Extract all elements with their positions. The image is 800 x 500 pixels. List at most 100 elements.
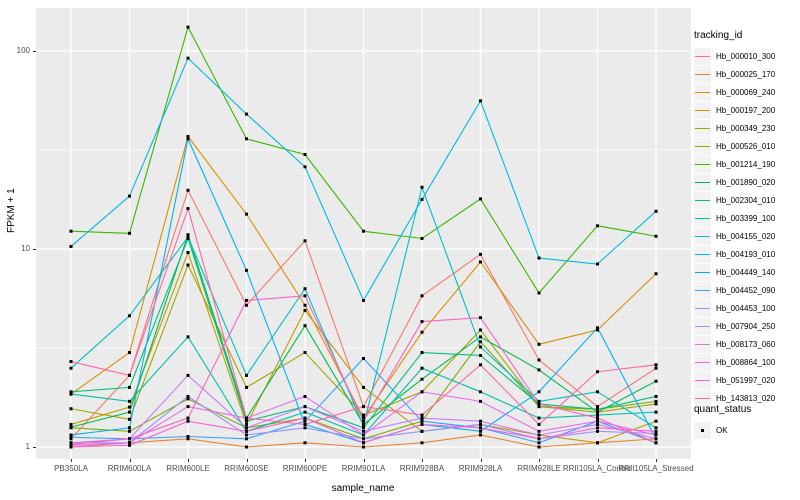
legend-item-Hb_003399_100: Hb_003399_100 <box>694 209 775 227</box>
data-point-marker <box>654 419 658 423</box>
data-point-marker <box>186 236 190 240</box>
legend-line-icon <box>695 398 710 400</box>
data-point-marker <box>537 445 541 449</box>
data-point-marker <box>596 328 599 332</box>
data-point-marker <box>362 229 365 233</box>
data-point-marker <box>69 442 73 446</box>
data-point-marker <box>303 426 307 430</box>
x-tick-label-RRIM928LE: RRIM928LE <box>517 464 561 473</box>
data-point-marker <box>537 291 541 295</box>
data-point-marker <box>537 429 541 433</box>
ok-point-marker-icon <box>701 428 704 432</box>
data-point-marker <box>654 402 658 406</box>
legend-item-Hb_008173_060: Hb_008173_060 <box>694 336 775 354</box>
legend-key-swatch <box>694 228 711 245</box>
x-tick-label-RRIM600LA: RRIM600LA <box>107 464 152 473</box>
data-point-marker <box>303 153 307 157</box>
data-point-marker <box>128 417 131 421</box>
data-point-marker <box>479 390 482 394</box>
data-point-marker <box>69 392 73 396</box>
data-point-marker <box>362 416 365 420</box>
legend-label: Hb_000069_240 <box>716 87 776 97</box>
quant-status-legend: quant_status OK <box>694 404 751 439</box>
legend-title-tracking-id: tracking_id <box>694 30 743 41</box>
data-point-marker <box>596 405 599 409</box>
data-point-marker <box>186 263 190 267</box>
data-point-marker <box>128 426 131 430</box>
quant-ok-label: OK <box>716 425 728 435</box>
legend: tracking_id Hb_000010_300 Hb_000025_170 Hb… <box>694 30 798 408</box>
x-tick-label-PB350LA: PB350LA <box>54 464 88 473</box>
legend-item-Hb_000025_170: Hb_000025_170 <box>694 65 775 83</box>
data-point-marker <box>186 416 190 420</box>
data-point-marker <box>479 426 482 430</box>
data-point-marker <box>537 437 541 441</box>
data-point-marker <box>654 272 658 276</box>
legend-label: Hb_002304_010 <box>716 195 776 205</box>
data-point-marker <box>69 425 73 429</box>
data-point-marker <box>420 422 424 426</box>
x-tick-label-RRIM600SE: RRIM600SE <box>224 464 269 473</box>
data-point-marker <box>654 410 658 414</box>
data-point-marker <box>596 407 599 411</box>
data-point-marker <box>362 437 365 441</box>
data-point-marker <box>537 441 541 445</box>
legend-item-Hb_051997_020: Hb_051997_020 <box>694 372 775 390</box>
data-point-marker <box>186 397 190 401</box>
data-point-marker <box>479 316 482 320</box>
data-point-marker <box>245 303 248 307</box>
quant-ok-key <box>694 421 711 439</box>
data-point-marker <box>69 445 73 449</box>
data-point-marker <box>128 385 131 389</box>
data-point-marker <box>596 441 599 445</box>
data-point-marker <box>420 330 424 334</box>
legend-label: Hb_143813_020 <box>716 394 776 404</box>
data-point-marker <box>186 235 190 239</box>
data-point-marker <box>420 377 424 381</box>
data-point-marker <box>654 234 658 238</box>
x-tick-mark <box>539 459 540 462</box>
x-tick-mark <box>71 459 72 462</box>
legend-label: Hb_004193_010 <box>716 250 776 260</box>
data-point-marker <box>186 251 190 255</box>
data-point-marker <box>69 360 73 364</box>
legend-key-swatch <box>694 390 711 408</box>
x-axis-title: sample_name <box>331 483 395 494</box>
legend-line-icon <box>695 326 710 328</box>
data-point-marker <box>654 366 658 370</box>
x-tick-mark <box>188 459 189 462</box>
legend-line-icon <box>695 145 710 147</box>
data-point-marker <box>420 441 424 445</box>
legend-item-Hb_004193_010: Hb_004193_010 <box>694 246 775 264</box>
data-point-marker <box>303 419 307 423</box>
data-point-marker <box>362 356 365 360</box>
x-tick-mark <box>597 459 599 462</box>
data-point-marker <box>186 25 190 29</box>
x-tick-mark <box>363 459 365 462</box>
y-tick-mark <box>33 51 36 52</box>
legend-line-icon <box>695 236 710 237</box>
data-point-marker <box>303 416 307 420</box>
data-point-marker <box>596 419 599 423</box>
x-tick-mark <box>246 459 248 462</box>
data-point-marker <box>479 345 482 349</box>
legend-key-swatch <box>694 65 711 83</box>
legend-key-swatch <box>694 336 711 354</box>
legend-label: Hb_000197_200 <box>716 105 776 115</box>
data-point-marker <box>654 426 658 430</box>
data-point-marker <box>479 399 482 403</box>
legend-key-swatch <box>694 155 711 173</box>
y-axis-title: FPKM + 1 <box>6 188 17 233</box>
data-point-marker <box>420 413 424 417</box>
data-point-marker <box>596 410 599 414</box>
legend-key-swatch <box>694 83 711 101</box>
y-tick-mark <box>33 447 36 448</box>
data-point-marker <box>303 405 307 409</box>
data-point-marker <box>186 134 190 138</box>
data-point-marker <box>479 433 482 437</box>
data-point-marker <box>128 410 131 414</box>
legend-label: Hb_004453_100 <box>716 304 776 314</box>
data-point-marker <box>303 351 307 355</box>
legend-key-swatch <box>694 264 711 282</box>
